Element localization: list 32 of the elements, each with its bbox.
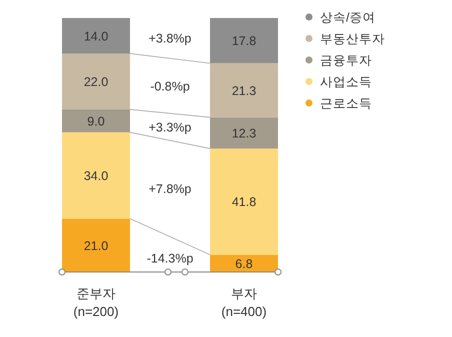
annotation: +3.8%p — [148, 32, 192, 46]
annotation: +7.8%p — [148, 182, 192, 196]
data-label: 21.0 — [84, 238, 108, 253]
bar — [62, 218, 130, 272]
x-tick-label: 준부자 (n=200) — [73, 286, 119, 319]
data-label: 14.0 — [84, 29, 108, 44]
bar — [210, 148, 278, 255]
x-tick-label: 부자 (n=400) — [221, 286, 267, 319]
bar — [62, 109, 130, 132]
data-label: 12.3 — [232, 126, 256, 140]
annotation: +3.3%p — [148, 120, 192, 134]
annotation: -0.8%p — [150, 79, 190, 94]
data-label: 9.0 — [87, 114, 105, 128]
bar — [62, 18, 130, 54]
legend-label: 금융투자 — [320, 54, 372, 68]
legend-label: 부동산투자 — [320, 32, 385, 46]
data-label: 21.3 — [232, 84, 256, 98]
bar — [62, 132, 130, 219]
legend-label: 근로소득 — [320, 96, 372, 110]
data-label: 17.8 — [232, 34, 256, 48]
bar — [210, 63, 278, 118]
data-label: 22.0 — [84, 75, 108, 89]
legend-label: 상속/증여 — [320, 10, 376, 24]
bar — [62, 54, 130, 110]
bar — [210, 254, 278, 272]
legend-label: 사업소득 — [320, 75, 372, 89]
data-label: 34.0 — [84, 168, 108, 183]
annotation: -14.3%p — [146, 252, 194, 266]
data-label: 41.8 — [232, 195, 256, 210]
bar — [210, 117, 278, 149]
bar — [210, 18, 278, 64]
data-label: 6.8 — [235, 256, 253, 271]
